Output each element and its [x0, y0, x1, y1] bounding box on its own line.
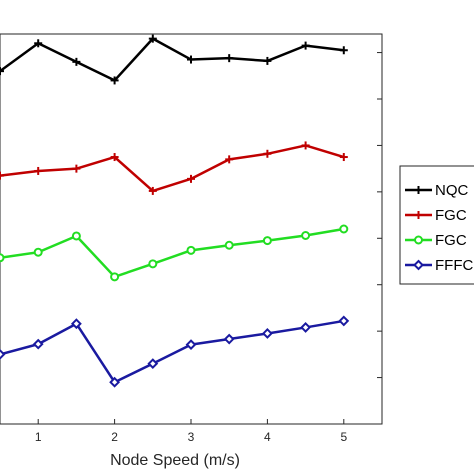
data-point	[301, 231, 311, 240]
series-2	[0, 141, 348, 195]
data-point	[110, 76, 119, 85]
data-point	[0, 67, 4, 76]
data-point	[34, 166, 43, 175]
data-point	[225, 54, 234, 63]
data-point	[185, 339, 197, 351]
data-point	[71, 231, 81, 241]
data-point	[34, 39, 43, 48]
data-point	[0, 171, 4, 180]
legend-marker	[414, 235, 423, 245]
data-point	[110, 272, 120, 282]
y-axis-ticks	[377, 52, 382, 379]
data-point	[338, 315, 350, 327]
legend-entry: NQC	[405, 182, 469, 199]
data-point	[339, 153, 348, 162]
data-point	[32, 338, 44, 350]
series-1	[0, 34, 348, 85]
data-point	[148, 34, 157, 43]
data-point	[301, 41, 310, 50]
legend-label: FGC	[435, 232, 467, 249]
data-point	[186, 245, 196, 255]
data-point	[339, 46, 348, 55]
data-point	[223, 333, 235, 345]
data-point	[262, 236, 272, 246]
data-point	[187, 55, 195, 64]
legend-label: NQC	[435, 182, 469, 199]
legend: NQC FGC FGC FFFC	[399, 165, 474, 285]
x-tick-label: 1	[35, 430, 42, 444]
data-point	[109, 376, 121, 388]
data-point	[339, 224, 349, 234]
legend-entry: FFFC	[405, 257, 473, 274]
series-line	[0, 37, 344, 82]
data-point	[263, 149, 272, 158]
legend-marker	[414, 186, 423, 194]
x-axis: 1 2 3 4 5	[35, 419, 347, 444]
legend-marker	[414, 211, 423, 219]
legend-entry: FGC	[405, 207, 467, 224]
series-4	[0, 315, 350, 388]
data-point	[187, 174, 195, 183]
series-3	[0, 224, 349, 282]
data-point	[148, 259, 158, 269]
data-point	[0, 253, 5, 263]
series-layer	[0, 34, 350, 388]
data-point	[225, 155, 234, 164]
data-point	[110, 153, 119, 162]
data-point	[300, 322, 312, 333]
data-point	[301, 141, 310, 150]
data-point	[263, 56, 272, 65]
x-tick-label: 3	[188, 430, 195, 444]
series-line	[0, 227, 345, 279]
plot-area	[0, 33, 383, 425]
data-point	[224, 240, 234, 250]
data-point	[147, 358, 159, 370]
legend-label: FGC	[435, 207, 467, 224]
data-point	[72, 57, 81, 66]
legend-label: FFFC	[435, 257, 473, 274]
legend-marker	[413, 259, 424, 271]
data-point	[148, 186, 157, 195]
x-tick-label: 2	[111, 430, 118, 444]
legend-entry: FGC	[405, 232, 467, 249]
x-tick-label: 5	[340, 430, 347, 444]
x-axis-title: Node Speed (m/s)	[110, 452, 240, 469]
data-point	[0, 348, 6, 360]
data-point	[70, 318, 82, 330]
data-point	[72, 164, 81, 173]
series-line	[0, 319, 345, 384]
series-line	[0, 144, 345, 193]
data-point	[33, 247, 43, 257]
x-tick-label: 4	[264, 430, 271, 444]
data-point	[261, 328, 273, 339]
